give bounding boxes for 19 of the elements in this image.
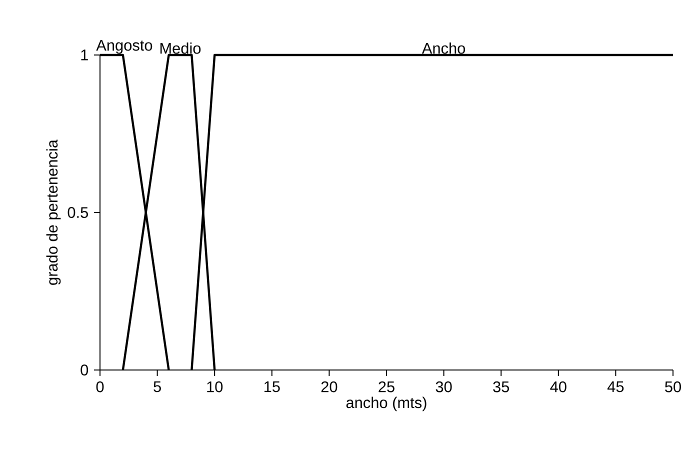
y-axis-title: grado de pertenencia [46, 140, 61, 285]
y-tick-label: 1 [81, 50, 88, 60]
x-tick-label: 10 [207, 381, 223, 392]
x-tick-label: 30 [436, 381, 452, 392]
x-tick-label: 35 [493, 381, 510, 392]
x-tick-label: 20 [321, 381, 338, 392]
x-axis-title: ancho (mts) [346, 396, 426, 412]
y-tick-label: 0 [80, 364, 88, 376]
series-label: Angosto [96, 40, 152, 54]
series-label: Ancho [422, 42, 466, 54]
y-tick-label: 0.5 [68, 207, 88, 218]
x-tick-label: 25 [378, 381, 394, 392]
x-tick-label: 15 [264, 381, 280, 392]
x-tick-label: 50 [665, 381, 681, 392]
x-tick-label: 0 [96, 381, 104, 392]
x-tick-label: 45 [607, 381, 624, 392]
x-tick-label: 40 [550, 381, 566, 392]
series-label: Medio [160, 42, 201, 54]
x-tick-label: 5 [154, 381, 161, 392]
